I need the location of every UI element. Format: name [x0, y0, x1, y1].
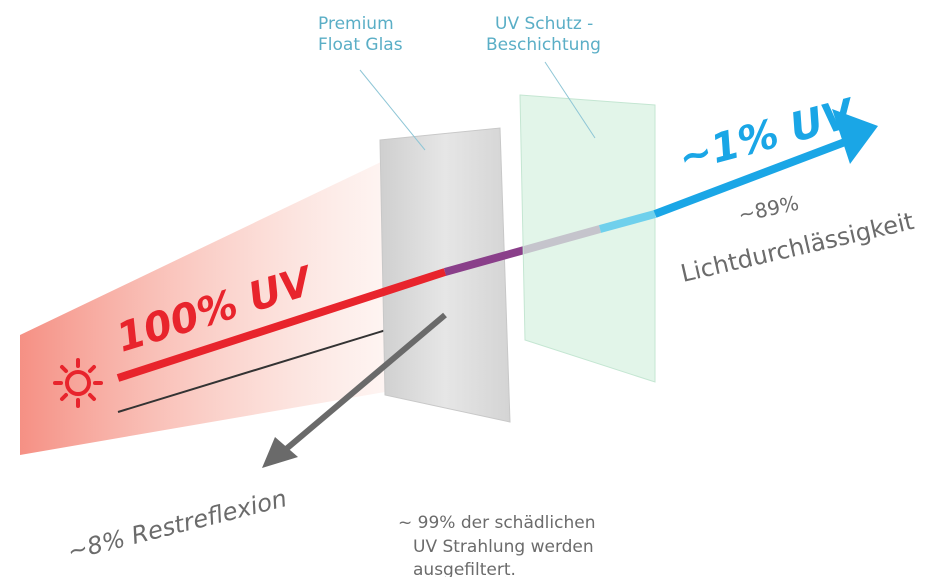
- coating-label: Beschichtung: [486, 35, 601, 55]
- glass-label: Float Glas: [318, 35, 403, 55]
- transmission-value: ~89%: [736, 191, 801, 227]
- coating-label: UV Schutz -: [495, 14, 593, 34]
- note-line: ausgefiltert.: [413, 560, 516, 577]
- diagram: Premium Float Glas UV Schutz - Beschicht…: [0, 0, 941, 577]
- leader-line: [360, 70, 425, 150]
- glass-label: Premium: [318, 14, 394, 34]
- transmission-label: Lichtdurchlässigkeit: [678, 207, 916, 288]
- note-line: UV Strahlung werden: [413, 537, 594, 557]
- uv-coating: [520, 95, 655, 382]
- note-line: ~ 99% der schädlichen: [398, 513, 595, 533]
- reflection-label: ~8% Restreflexion: [65, 484, 290, 566]
